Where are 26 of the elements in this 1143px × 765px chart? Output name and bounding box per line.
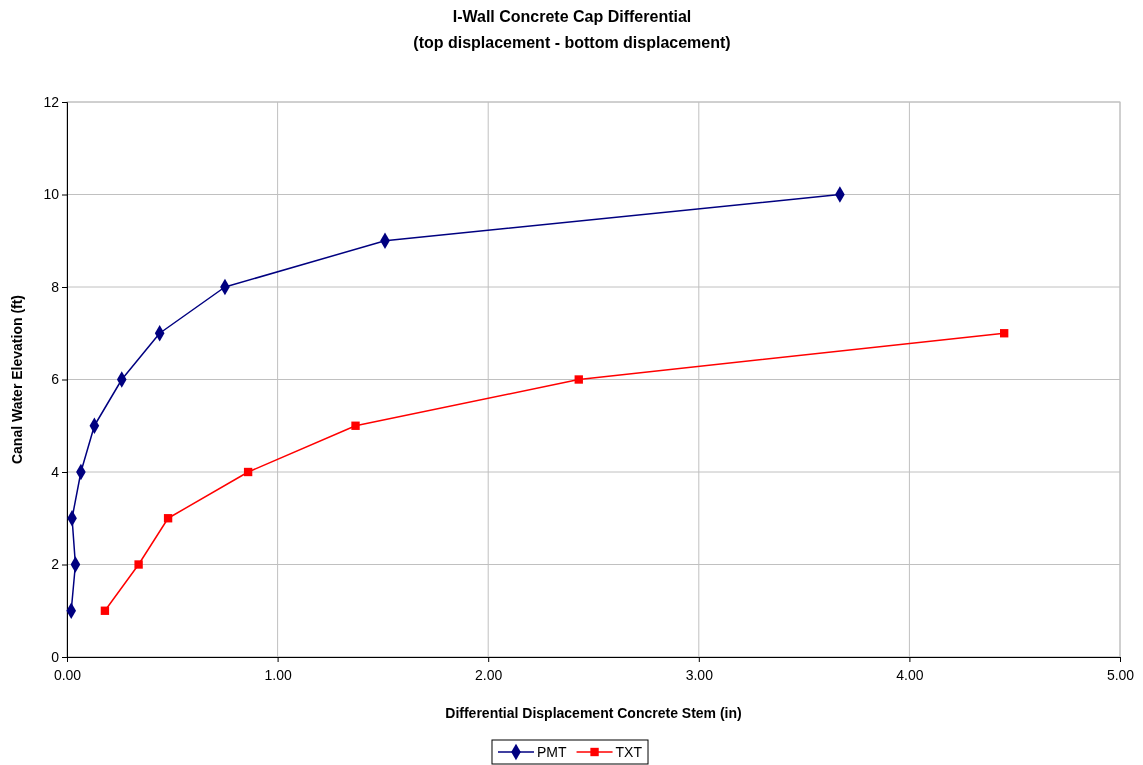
chart-title: I-Wall Concrete Cap Differential [452, 8, 692, 25]
point [999, 329, 1009, 338]
chart-subtitle: (top displacement - bottom displacement) [413, 34, 731, 51]
x-tick-label: 2.00 [475, 667, 503, 684]
y-tick-label: 0 [51, 648, 60, 665]
y-tick-label: 6 [51, 371, 60, 388]
x-tick-label: 1.00 [264, 667, 292, 684]
point [134, 560, 143, 569]
legend-label: PMT [536, 744, 567, 760]
y-tick-label: 12 [43, 93, 60, 110]
point [100, 606, 110, 615]
y-tick-label: 2 [51, 556, 60, 573]
x-axis-title: Differential Displacement Concrete Stem (in) [445, 705, 742, 721]
point [574, 375, 583, 384]
y-tick-label: 8 [51, 278, 60, 295]
y-tick-label: 4 [51, 463, 60, 480]
point [163, 514, 173, 523]
point [351, 421, 360, 430]
x-tick-label: 0.00 [53, 667, 82, 684]
y-axis-title: Canal Water Elevation (ft) [9, 294, 25, 465]
x-tick-label: 4.00 [896, 667, 924, 684]
legend-label: TXT [615, 744, 643, 760]
x-tick-label: 3.00 [685, 667, 714, 684]
y-tick-label: 10 [43, 186, 60, 203]
point [243, 467, 253, 477]
x-tick-label: 5.00 [1106, 667, 1135, 684]
